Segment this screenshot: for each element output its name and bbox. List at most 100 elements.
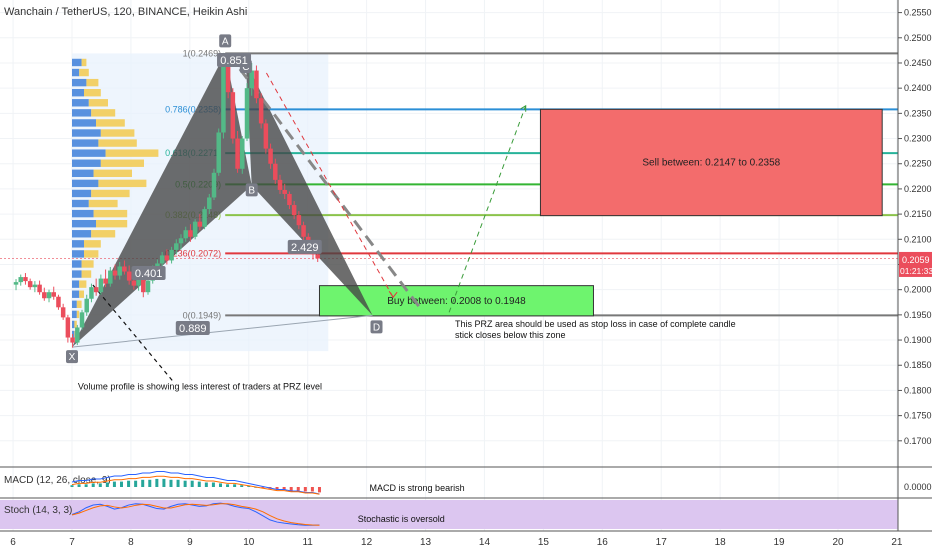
volume-profile-bar-down <box>79 280 87 288</box>
volume-profile-bar-up <box>72 270 82 278</box>
volume-profile-bar-up <box>72 58 82 67</box>
price-tick-label: 0.2550 <box>904 8 932 18</box>
volume-profile-bar-up <box>72 159 101 167</box>
time-tick-label: 8 <box>128 537 134 548</box>
candle-body <box>240 138 245 169</box>
price-tick-label: 0.1950 <box>904 310 932 320</box>
candle-body <box>32 284 38 288</box>
volume-profile-bar-down <box>84 89 101 97</box>
volume-profile-bar-down <box>98 179 147 188</box>
volume-profile-bar-down <box>91 189 130 198</box>
volume-profile-bar-up <box>72 109 92 117</box>
volume-profile-bar-up <box>72 139 99 147</box>
price-tick-label: 0.2100 <box>904 234 932 244</box>
macd-histogram-bar <box>134 480 138 487</box>
volume-profile-bar-up <box>72 280 80 288</box>
candle-body <box>65 317 71 338</box>
candle-body <box>273 163 278 180</box>
candle-body <box>60 307 66 318</box>
price-tick-label: 0.1850 <box>904 360 932 370</box>
price-tick-label: 0.2150 <box>904 209 932 219</box>
sell-zone-label: Sell between: 0.2147 to 0.2358 <box>642 157 780 168</box>
price-tick-label: 0.1700 <box>904 436 932 446</box>
macd-histogram-bar <box>317 487 321 493</box>
macd-histogram-bar <box>127 480 131 487</box>
volume-profile-bar-up <box>72 320 75 329</box>
time-tick-label: 17 <box>656 537 668 548</box>
candle-body <box>46 292 52 299</box>
candle-body <box>225 61 231 93</box>
macd-histogram-bar <box>240 485 244 487</box>
candle-body <box>70 337 75 343</box>
macd-histogram-bar <box>105 482 109 487</box>
volume-profile-bar-down <box>79 68 89 77</box>
macd-histogram-bar <box>289 487 293 491</box>
candle-body <box>75 327 80 343</box>
candle-body <box>301 225 306 237</box>
candle-body <box>263 123 269 149</box>
projection-line-red <box>266 72 394 298</box>
macd-histogram-bar <box>91 483 95 487</box>
candle-body <box>159 255 165 264</box>
pattern-xd-line <box>71 314 373 348</box>
candle-body <box>169 249 174 261</box>
candle-body <box>23 277 28 282</box>
stoch-d-line <box>71 503 320 526</box>
candle-body <box>27 281 33 288</box>
time-tick-label: 19 <box>774 537 786 548</box>
macd-histogram-bar <box>190 480 194 487</box>
candle-body <box>249 70 254 89</box>
volume-profile-bar-up <box>72 68 80 77</box>
volume-profile-bar-down <box>84 240 101 248</box>
volume-profile-bar-up <box>72 209 94 218</box>
candle-body <box>216 132 221 173</box>
stoch-k-line <box>71 502 320 526</box>
macd-histogram-bar <box>211 482 215 487</box>
candle-body <box>122 266 127 272</box>
candle-body <box>244 88 250 139</box>
macd-annotation: MACD is strong bearish <box>370 483 465 493</box>
fib-level-label: 0.786(0.2358) <box>165 104 221 114</box>
point-badge <box>245 183 258 197</box>
stoch-pane: Stoch (14, 3, 3) Stochastic is oversold <box>0 497 932 532</box>
macd-histogram-bar <box>176 479 180 487</box>
volume-profile-bar-down <box>76 300 82 308</box>
point-label: D <box>373 322 380 333</box>
time-tick-label: 7 <box>69 537 75 548</box>
macd-histogram-bar <box>98 483 102 487</box>
candle-body <box>37 284 42 293</box>
point-label: B <box>248 185 255 196</box>
price-axis[interactable]: 0.2550 0.2500 0.2450 0.2400 0.2350 0.2300 0.22… <box>897 0 932 531</box>
candle-body <box>202 209 207 227</box>
time-tick-label: 18 <box>715 537 727 548</box>
volume-profile-bar-up <box>72 230 92 238</box>
volume-profile-bar-up <box>72 250 84 258</box>
ratio-label: 2.429 <box>291 242 319 254</box>
price-tick-label: 0.1750 <box>904 411 932 421</box>
volume-profile-bar-up <box>72 119 96 127</box>
candle-body <box>126 271 132 281</box>
price-tick-label: 0.1800 <box>904 385 932 395</box>
time-tick-label: 16 <box>597 537 609 548</box>
projection-arrow-red <box>388 290 398 299</box>
time-axis[interactable]: 6 7 8 9 10 11 12 13 14 15 16 17 18 19 20 21 <box>10 537 903 548</box>
macd-histogram-bar <box>247 486 251 487</box>
macd-histogram-bar <box>155 478 159 487</box>
sell-zone <box>539 108 883 217</box>
point-badge <box>66 350 78 364</box>
projection-arrow-green <box>520 104 527 112</box>
candle-body <box>141 277 146 293</box>
buy-zone-label: Buy between: 0.2008 to 0.1948 <box>387 296 526 307</box>
candle-body <box>258 98 264 124</box>
ratio-label: 0.889 <box>179 323 207 335</box>
volume-profile-bar-down <box>91 230 116 238</box>
ratio-badge <box>287 239 322 254</box>
candle-body <box>98 278 104 293</box>
volume-profile-bar-down <box>81 58 87 67</box>
volume-profile-bar-up <box>72 199 89 208</box>
point-badge <box>219 34 232 48</box>
time-tick-label: 6 <box>10 537 16 548</box>
time-tick-label: 13 <box>420 537 432 548</box>
price-badge <box>899 251 932 277</box>
candlestick-series <box>13 52 320 348</box>
